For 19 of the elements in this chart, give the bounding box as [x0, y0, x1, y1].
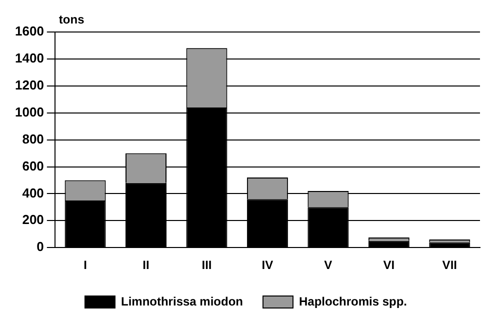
- x-tick-label: IV: [262, 258, 274, 272]
- y-tick-label: 1400: [15, 50, 44, 66]
- y-tick-label: 800: [22, 131, 44, 146]
- y-tick-label: 1600: [15, 24, 44, 39]
- y-axis-title: tons: [58, 12, 85, 26]
- y-tick-label: 600: [22, 158, 44, 174]
- x-tick-label: III: [202, 258, 212, 272]
- x-tick-label: V: [324, 258, 332, 272]
- x-tick-label: II: [142, 258, 150, 272]
- legend-label: Haplochromis spp.: [298, 294, 408, 308]
- x-tick-label: VI: [383, 258, 395, 272]
- y-tick-label: 1200: [15, 77, 44, 92]
- x-tick-label: VII: [442, 258, 457, 272]
- legend-label: Limnothrissa miodon: [120, 294, 244, 308]
- y-tick-label: 200: [22, 212, 44, 228]
- y-tick-label: 0: [36, 239, 44, 254]
- y-tick-label: 1000: [15, 104, 44, 120]
- y-tick-label: 400: [22, 185, 44, 200]
- x-tick-label: I: [84, 258, 87, 272]
